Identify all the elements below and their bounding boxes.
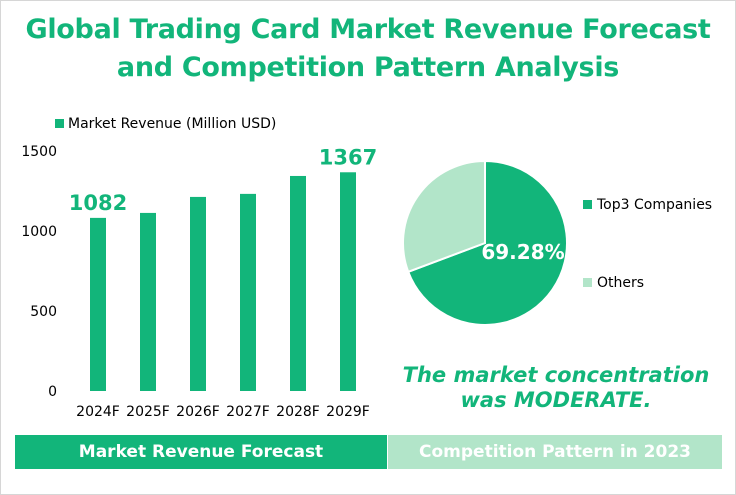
x-tick-label: 2025F	[126, 404, 170, 420]
bar	[90, 217, 106, 391]
bar	[140, 212, 156, 391]
bar-chart: Market Revenue (Million USD) 0 500 1000 1500…	[21, 116, 377, 420]
x-tick-label: 2028F	[276, 404, 320, 420]
pie-legend-swatch	[583, 278, 592, 287]
y-tick-label: 1000	[21, 224, 57, 240]
title-line-2: and Competition Pattern Analysis	[116, 52, 620, 83]
x-tick-label: 2029F	[326, 404, 370, 420]
conclusion-line-1: The market concentration	[402, 363, 710, 387]
legend-swatch	[55, 119, 64, 128]
conclusion-line-2: was MODERATE.	[460, 388, 652, 412]
y-tick-label: 1500	[21, 144, 57, 160]
bar-data-label: 1367	[319, 145, 377, 169]
footer-market-revenue-forecast: Market Revenue Forecast	[15, 435, 387, 469]
bar	[340, 172, 356, 391]
bar-data-label: 1082	[69, 191, 127, 215]
page-title: Global Trading Card Market Revenue Forec…	[1, 11, 735, 87]
pie-chart: 69.28% Top3 Companies Others	[402, 159, 712, 326]
pie-slice	[402, 159, 486, 274]
y-tick-label: 500	[30, 304, 57, 320]
title-line-1: Global Trading Card Market Revenue Forec…	[25, 14, 711, 45]
conclusion-text: The market concentration was MODERATE.	[396, 363, 716, 413]
legend-label: Market Revenue (Million USD)	[68, 116, 276, 132]
bar	[240, 193, 256, 391]
y-tick-label: 0	[48, 384, 57, 400]
pie-slice	[406, 159, 568, 326]
x-tick-label: 2024F	[76, 404, 120, 420]
pie-slice-label: 69.28%	[481, 240, 564, 264]
x-tick-label: 2027F	[226, 404, 270, 420]
footer-competition-pattern: Competition Pattern in 2023	[388, 435, 722, 469]
pie-legend-label: Top3 Companies	[596, 197, 712, 213]
bar	[190, 196, 206, 391]
x-tick-label: 2026F	[176, 404, 220, 420]
bar	[290, 175, 306, 391]
pie-legend-label: Others	[597, 275, 644, 291]
pie-legend-swatch	[583, 200, 592, 209]
